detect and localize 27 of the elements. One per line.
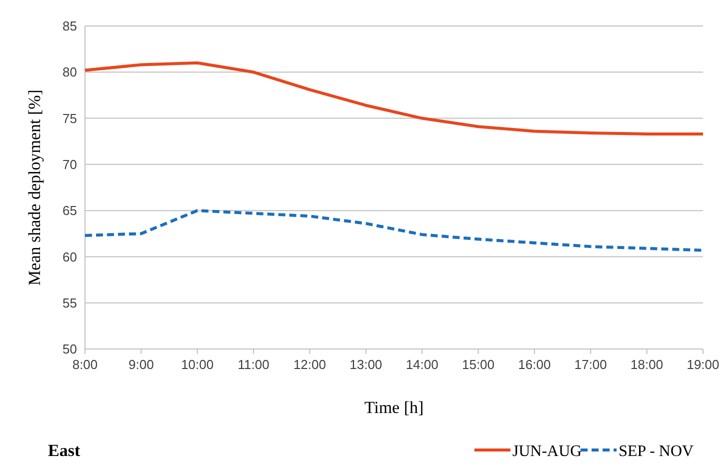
x-tick-label: 17:00: [574, 357, 607, 372]
x-tick-label: 10:00: [181, 357, 214, 372]
y-tick-label: 65: [62, 203, 77, 218]
line-series: [84, 209, 704, 252]
x-tick-label: 15:00: [462, 357, 495, 372]
x-axis-title: Time [h]: [364, 398, 424, 417]
x-tick-label: 9:00: [128, 357, 154, 372]
x-tick-label: 14:00: [406, 357, 438, 372]
line-series: [84, 61, 704, 136]
y-tick-label: 85: [62, 18, 77, 34]
y-tick-label: 80: [62, 64, 77, 80]
x-tick-label: 18:00: [630, 357, 664, 372]
y-tick-label: 60: [62, 249, 77, 264]
x-tick-label: 19:00: [686, 357, 720, 372]
x-tick-label: 12:00: [293, 357, 326, 372]
text: East: [48, 441, 80, 460]
x-tick-label: 13:00: [350, 357, 382, 372]
y-tick-label: 70: [62, 156, 77, 172]
legend-label: SEP - NOV: [618, 443, 694, 460]
legend-label: JUN-AUG: [512, 443, 582, 460]
y-tick-label: 55: [62, 295, 77, 310]
y-axis-title: Mean shade deployment [%]: [25, 90, 44, 286]
y-tick-label: 75: [62, 110, 77, 126]
x-tick-label: 16:00: [518, 357, 551, 372]
x-tick-label: 11:00: [238, 357, 270, 372]
y-tick-label: 50: [62, 342, 77, 357]
x-tick-label: 8:00: [72, 357, 98, 372]
